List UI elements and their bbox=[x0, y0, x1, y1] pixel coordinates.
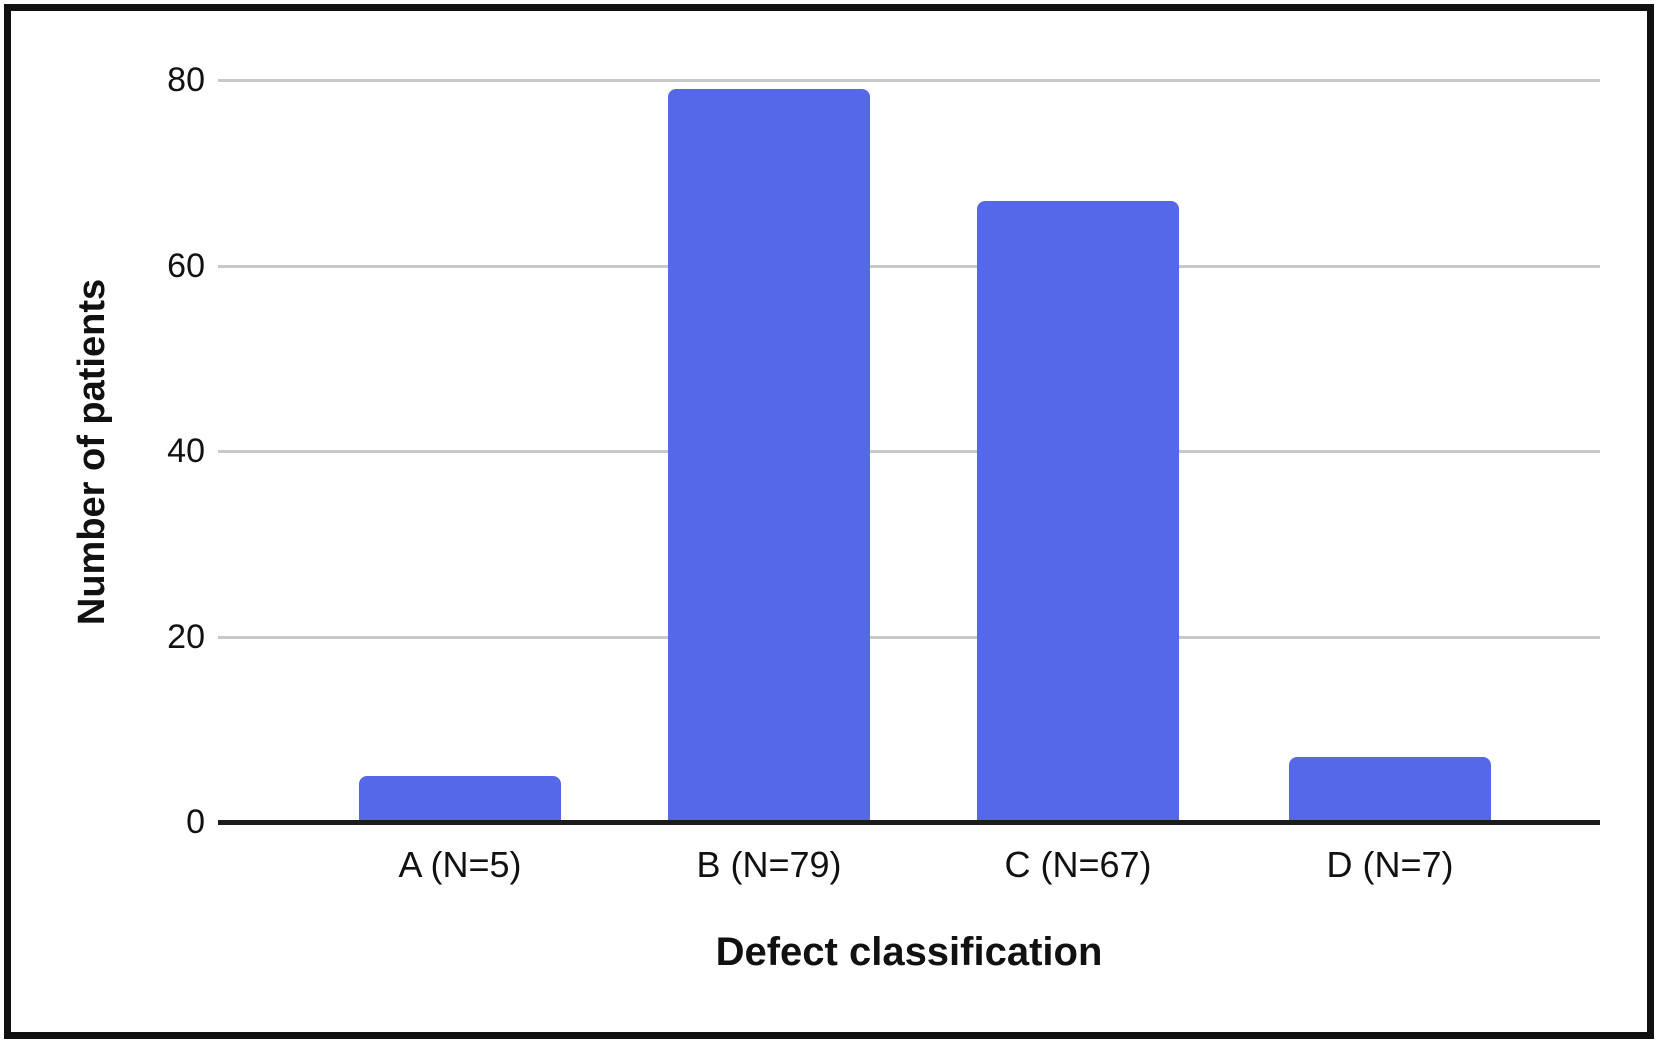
y-tick-label: 0 bbox=[186, 803, 205, 841]
bar bbox=[359, 775, 561, 822]
gridline bbox=[218, 264, 1600, 268]
y-tick-label: 40 bbox=[167, 432, 205, 470]
bar bbox=[668, 89, 870, 822]
x-axis-line bbox=[218, 820, 1600, 825]
gridline bbox=[218, 79, 1600, 82]
y-tick-label: 60 bbox=[167, 246, 205, 285]
y-tick-label: 20 bbox=[167, 617, 205, 656]
x-category-label: B (N=79) bbox=[696, 844, 842, 885]
x-axis-title: Defect classification bbox=[715, 930, 1103, 974]
x-category-label: C (N=67) bbox=[1004, 844, 1152, 885]
y-tick-label: 80 bbox=[167, 61, 205, 99]
x-category-label: A (N=5) bbox=[398, 844, 522, 885]
gridline bbox=[218, 635, 1600, 639]
gridline bbox=[218, 450, 1600, 453]
bar bbox=[1289, 757, 1491, 822]
bar bbox=[977, 200, 1179, 822]
x-category-label: D (N=7) bbox=[1326, 844, 1454, 885]
